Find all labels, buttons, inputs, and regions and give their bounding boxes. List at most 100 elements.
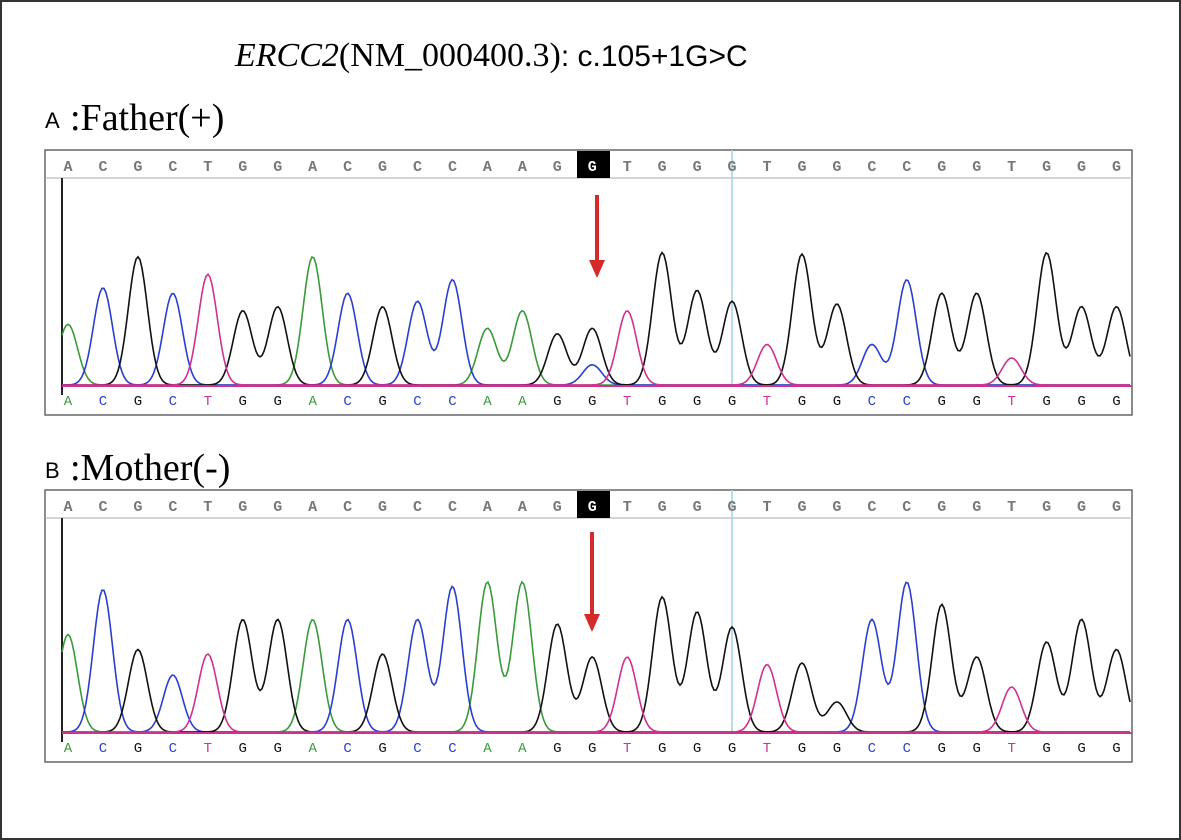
base-call: C — [169, 741, 177, 757]
reference-base: A — [63, 159, 72, 176]
trace-G — [62, 595, 1131, 733]
base-call: G — [1042, 741, 1050, 757]
reference-base: A — [518, 159, 527, 176]
base-call: G — [833, 741, 841, 757]
base-call: A — [64, 741, 73, 757]
base-call: G — [134, 741, 142, 757]
base-call: C — [343, 741, 351, 757]
base-call: C — [169, 394, 177, 410]
reference-base: G — [133, 499, 142, 516]
reference-base: G — [238, 159, 247, 176]
base-call: G — [728, 741, 736, 757]
reference-base: C — [343, 499, 352, 516]
base-call: G — [1112, 741, 1120, 757]
base-call: A — [308, 394, 317, 410]
reference-base: C — [168, 499, 177, 516]
base-call: A — [483, 394, 492, 410]
base-call: G — [798, 394, 806, 410]
base-call: G — [1077, 394, 1085, 410]
reference-base: T — [762, 159, 771, 176]
base-call: G — [833, 394, 841, 410]
reference-base: G — [273, 499, 282, 516]
base-call: G — [1077, 741, 1085, 757]
reference-base: G — [1112, 499, 1121, 516]
reference-base: C — [98, 499, 107, 516]
reference-base: A — [518, 499, 527, 516]
reference-base: A — [483, 499, 492, 516]
reference-base: G — [238, 499, 247, 516]
trace-box — [44, 489, 1133, 763]
base-call: A — [64, 394, 73, 410]
highlight — [577, 491, 610, 518]
reference-base: A — [483, 159, 492, 176]
reference-base: G — [693, 159, 702, 176]
reference-base: G — [937, 159, 946, 176]
base-call: G — [588, 394, 596, 410]
reference-base: G — [553, 499, 562, 516]
reference-base: C — [98, 159, 107, 176]
reference-base: T — [1007, 499, 1016, 516]
highlight — [577, 151, 610, 178]
reference-base: G — [937, 499, 946, 516]
variant: : c.105+1G>C — [561, 40, 748, 73]
base-call: G — [728, 394, 736, 410]
base-call: C — [343, 394, 351, 410]
panel-label: :Mother(-) — [70, 447, 230, 489]
reference-base: A — [63, 499, 72, 516]
panel-label: :Father(+) — [70, 97, 224, 139]
base-call: T — [763, 741, 771, 757]
reference-base: C — [867, 499, 876, 516]
base-call: T — [763, 394, 771, 410]
base-call: C — [903, 394, 911, 410]
base-call: G — [693, 394, 701, 410]
base-call: T — [204, 394, 212, 410]
reference-base: T — [623, 499, 632, 516]
reference-base: G — [1042, 499, 1051, 516]
reference-base: G — [728, 499, 737, 516]
reference-base: G — [1077, 159, 1086, 176]
reference-base: G — [797, 499, 806, 516]
reference-base: G — [728, 159, 737, 176]
base-call: G — [938, 741, 946, 757]
base-call: G — [938, 394, 946, 410]
base-call: G — [693, 741, 701, 757]
reference-base: G — [1112, 159, 1121, 176]
base-call: T — [1007, 741, 1015, 757]
reference-base: G — [832, 499, 841, 516]
base-call: G — [1042, 394, 1050, 410]
trace-box — [44, 149, 1133, 416]
reference-base: G — [133, 159, 142, 176]
reference-base: G — [553, 159, 562, 176]
base-call: G — [553, 741, 561, 757]
arrow-head — [584, 614, 600, 632]
reference-base: T — [1007, 159, 1016, 176]
base-call: G — [378, 741, 386, 757]
base-call: C — [868, 394, 876, 410]
base-call: G — [239, 394, 247, 410]
reference-base: G — [588, 159, 597, 176]
reference-base: C — [902, 159, 911, 176]
base-call: G — [273, 394, 281, 410]
base-call: A — [518, 394, 527, 410]
base-call: A — [483, 741, 492, 757]
base-call: C — [868, 741, 876, 757]
reference-base: G — [378, 159, 387, 176]
reference-base: G — [273, 159, 282, 176]
arrow-head — [589, 260, 605, 278]
reference-base: C — [448, 159, 457, 176]
base-call: G — [239, 741, 247, 757]
reference-base: G — [378, 499, 387, 516]
reference-base: G — [797, 159, 806, 176]
reference-base: T — [203, 159, 212, 176]
base-call: C — [903, 741, 911, 757]
reference-base: G — [693, 499, 702, 516]
panel-letter: B — [45, 458, 60, 483]
reference-base: G — [658, 499, 667, 516]
reference-base: T — [623, 159, 632, 176]
panel-letter: A — [45, 108, 60, 133]
reference-base: G — [832, 159, 841, 176]
base-call: G — [658, 394, 666, 410]
base-call: T — [623, 394, 631, 410]
base-call: G — [972, 741, 980, 757]
